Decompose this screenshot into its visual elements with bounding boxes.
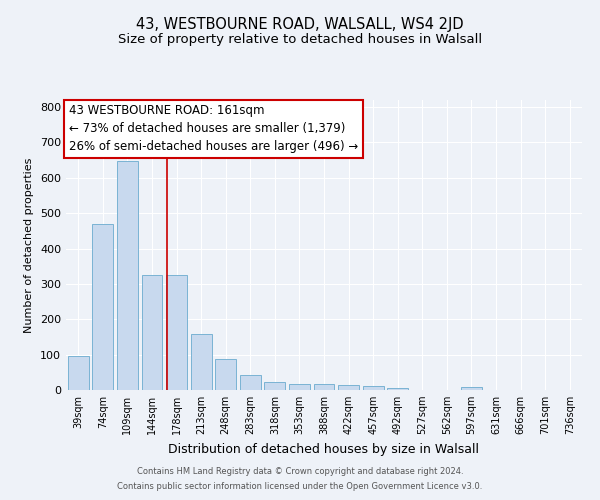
Bar	[92, 224, 113, 390]
Bar	[191, 334, 212, 390]
Bar	[387, 388, 408, 390]
Text: Contains HM Land Registry data © Crown copyright and database right 2024.: Contains HM Land Registry data © Crown c…	[137, 467, 463, 476]
Text: Size of property relative to detached houses in Walsall: Size of property relative to detached ho…	[118, 32, 482, 46]
Bar	[461, 387, 482, 390]
Y-axis label: Number of detached properties: Number of detached properties	[25, 158, 34, 332]
Bar	[338, 385, 359, 390]
Text: 43, WESTBOURNE ROAD, WALSALL, WS4 2JD: 43, WESTBOURNE ROAD, WALSALL, WS4 2JD	[136, 18, 464, 32]
Bar	[265, 382, 286, 390]
Bar	[215, 359, 236, 390]
Bar	[314, 384, 334, 390]
Bar	[289, 384, 310, 390]
X-axis label: Distribution of detached houses by size in Walsall: Distribution of detached houses by size …	[169, 442, 479, 456]
Bar	[362, 386, 383, 390]
Bar	[166, 275, 187, 390]
Text: Contains public sector information licensed under the Open Government Licence v3: Contains public sector information licen…	[118, 482, 482, 491]
Bar	[117, 161, 138, 390]
Text: 43 WESTBOURNE ROAD: 161sqm
← 73% of detached houses are smaller (1,379)
26% of s: 43 WESTBOURNE ROAD: 161sqm ← 73% of deta…	[68, 104, 358, 154]
Bar	[240, 375, 261, 390]
Bar	[68, 356, 89, 390]
Bar	[142, 275, 163, 390]
